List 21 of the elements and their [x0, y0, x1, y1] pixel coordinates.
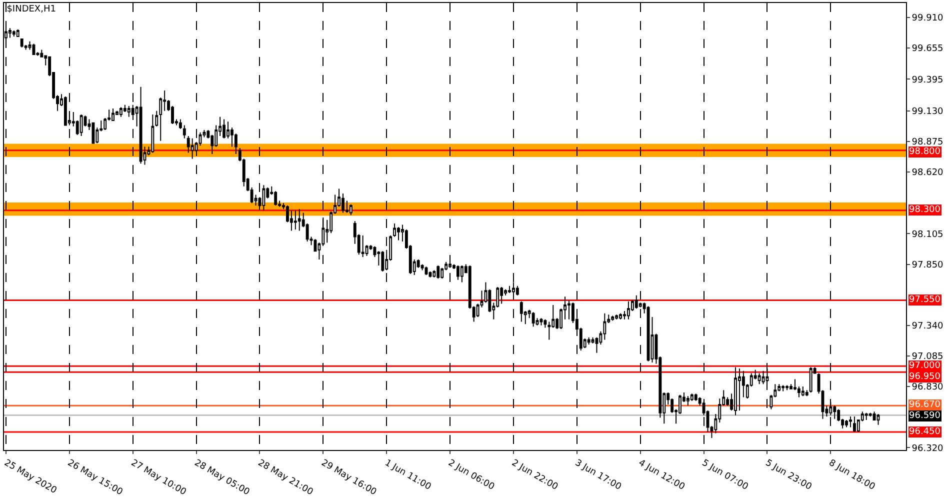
y-tick-label: 98.875 — [912, 138, 944, 148]
ref-line-label: 96.950 — [909, 372, 941, 382]
ref-line-label: 97.550 — [909, 295, 941, 305]
ref-line-label: 98.800 — [909, 147, 941, 157]
y-tick-label: 99.655 — [912, 44, 944, 54]
y-tick-label: 98.105 — [912, 230, 944, 240]
y-tick-label: 98.620 — [912, 168, 944, 178]
y-tick-label: 99.395 — [912, 75, 944, 86]
chart-title: $INDEX,H1 — [6, 4, 56, 15]
y-tick-label: 97.340 — [912, 322, 944, 332]
ref-line-label: 96.670 — [909, 400, 941, 410]
y-tick-label: 96.320 — [912, 444, 944, 454]
ref-line-label: 97.000 — [909, 361, 941, 371]
y-tick-label: 99.130 — [912, 107, 944, 118]
ref-line-label: 98.300 — [909, 205, 941, 215]
ref-line-label: 96.450 — [909, 427, 941, 437]
y-tick-label: 97.085 — [912, 352, 944, 362]
y-tick-label: 97.850 — [912, 260, 944, 270]
ref-line-label: 96.590 — [909, 411, 941, 421]
y-tick-label: 96.830 — [912, 382, 944, 393]
y-tick-label: 99.910 — [912, 14, 944, 24]
